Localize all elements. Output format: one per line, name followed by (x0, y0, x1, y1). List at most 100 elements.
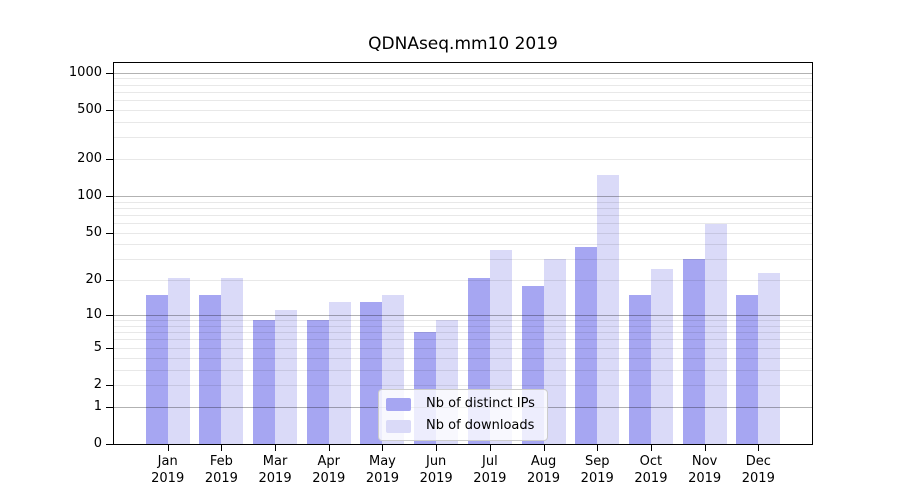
y-tick-mark (106, 280, 113, 282)
bar-downloads (597, 175, 620, 444)
x-tick-month: Jul (482, 454, 498, 469)
x-tick-label: Oct 2019 (619, 453, 683, 487)
x-tick-mark (328, 445, 330, 451)
y-tick-label: 50 (85, 224, 102, 240)
minor-gridline (114, 201, 812, 203)
bar-distinct-ips (628, 295, 651, 444)
bar-downloads (650, 268, 673, 444)
x-tick-mark (704, 445, 706, 451)
x-tick-month: Sep (584, 454, 610, 469)
bar-downloads (275, 310, 298, 444)
minor-gridline (114, 159, 812, 161)
x-tick-month: Nov (691, 454, 718, 469)
y-tick-mark (106, 159, 113, 161)
x-tick-mark (167, 445, 169, 451)
x-tick-year: 2019 (580, 471, 614, 486)
x-tick-mark (275, 445, 277, 451)
bar-distinct-ips (575, 247, 598, 444)
y-tick-label: 500 (77, 101, 102, 117)
y-tick-mark (106, 444, 113, 445)
x-tick-label: Jan 2019 (136, 453, 200, 487)
bar-distinct-ips (306, 320, 329, 444)
y-tick-mark (106, 72, 113, 74)
bar-downloads (758, 273, 781, 444)
chart-title: QDNAseq.mm10 2019 (368, 34, 558, 54)
x-tick-label: Sep 2019 (565, 453, 629, 487)
y-tick-label: 2 (93, 376, 102, 392)
major-gridline (114, 196, 812, 198)
minor-gridline (114, 332, 812, 334)
minor-gridline (114, 347, 812, 349)
x-tick-mark (597, 445, 599, 451)
legend-label-downloads: Nb of downloads (426, 418, 535, 433)
x-tick-month: Oct (639, 454, 663, 469)
minor-gridline (114, 78, 812, 80)
minor-gridline (114, 223, 812, 225)
y-tick-mark (106, 232, 113, 234)
x-tick-month: Dec (745, 454, 771, 469)
minor-gridline (114, 259, 812, 261)
x-tick-mark (436, 445, 438, 451)
major-gridline (114, 315, 812, 317)
y-tick-mark (106, 347, 113, 349)
major-gridline (114, 72, 812, 74)
x-tick-year: 2019 (741, 471, 775, 486)
x-tick-year: 2019 (151, 471, 185, 486)
x-tick-label: May 2019 (350, 453, 414, 487)
x-tick-month: Mar (262, 454, 288, 469)
minor-gridline (114, 100, 812, 102)
y-tick-label: 20 (85, 272, 102, 288)
plot-area (113, 62, 813, 445)
bar-distinct-ips (736, 295, 759, 444)
x-tick-label: Aug 2019 (512, 453, 576, 487)
y-tick-label: 200 (77, 151, 102, 167)
bar-distinct-ips (360, 302, 383, 444)
y-tick-label: 1 (93, 398, 102, 414)
x-tick-month: Jun (425, 454, 447, 469)
bar-distinct-ips (682, 259, 705, 444)
bar-downloads (167, 277, 190, 444)
x-tick-month: Jan (157, 454, 178, 469)
x-tick-year: 2019 (419, 471, 453, 486)
x-tick-label: Apr 2019 (297, 453, 361, 487)
y-tick-label: 1000 (68, 64, 102, 80)
x-tick-year: 2019 (258, 471, 292, 486)
bar-distinct-ips (253, 320, 276, 444)
legend-swatch-downloads (386, 419, 411, 433)
y-tick-mark (106, 384, 113, 386)
bar-downloads (704, 224, 727, 444)
x-tick-year: 2019 (312, 471, 346, 486)
y-tick-mark (106, 196, 113, 198)
y-tick-label: 10 (85, 307, 102, 323)
x-tick-label: Nov 2019 (673, 453, 737, 487)
minor-gridline (114, 207, 812, 209)
x-tick-month: Apr (317, 454, 341, 469)
minor-gridline (114, 325, 812, 327)
x-tick-mark (489, 445, 491, 451)
x-tick-year: 2019 (634, 471, 668, 486)
x-tick-mark (650, 445, 652, 451)
y-tick-mark (106, 109, 113, 111)
x-tick-year: 2019 (473, 471, 507, 486)
bar-distinct-ips (199, 295, 222, 444)
minor-gridline (114, 91, 812, 93)
y-tick-label: 0 (93, 436, 102, 451)
minor-gridline (114, 280, 812, 282)
x-tick-label: Dec 2019 (726, 453, 790, 487)
legend-label-distinct-ips: Nb of distinct IPs (426, 396, 535, 411)
minor-gridline (114, 339, 812, 341)
x-tick-mark (543, 445, 545, 451)
minor-gridline (114, 109, 812, 111)
x-tick-month: May (369, 454, 396, 469)
x-tick-label: Mar 2019 (243, 453, 307, 487)
legend-item-distinct-ips: Nb of distinct IPs (386, 396, 535, 412)
y-tick-label: 5 (93, 339, 102, 355)
bar-downloads (221, 277, 244, 444)
y-tick-mark (106, 315, 113, 317)
x-tick-month: Aug (530, 454, 557, 469)
minor-gridline (114, 214, 812, 216)
legend-item-downloads: Nb of downloads (386, 418, 535, 434)
x-tick-year: 2019 (688, 471, 722, 486)
y-tick-label: 100 (77, 188, 102, 204)
